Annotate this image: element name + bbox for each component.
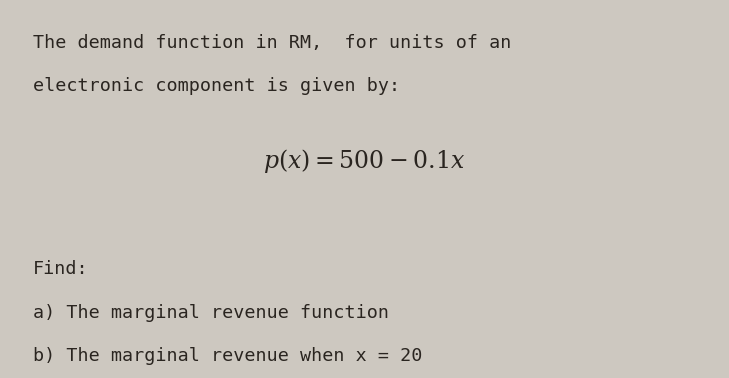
Text: a) The marginal revenue function: a) The marginal revenue function <box>33 304 389 322</box>
Text: electronic component is given by:: electronic component is given by: <box>33 77 400 96</box>
Text: $p(x)=500-0.1x$: $p(x)=500-0.1x$ <box>263 147 466 175</box>
Text: b) The marginal revenue when x = 20: b) The marginal revenue when x = 20 <box>33 347 422 365</box>
Text: Find:: Find: <box>33 260 88 278</box>
Text: The demand function in RM,  for units of an: The demand function in RM, for units of … <box>33 34 511 52</box>
